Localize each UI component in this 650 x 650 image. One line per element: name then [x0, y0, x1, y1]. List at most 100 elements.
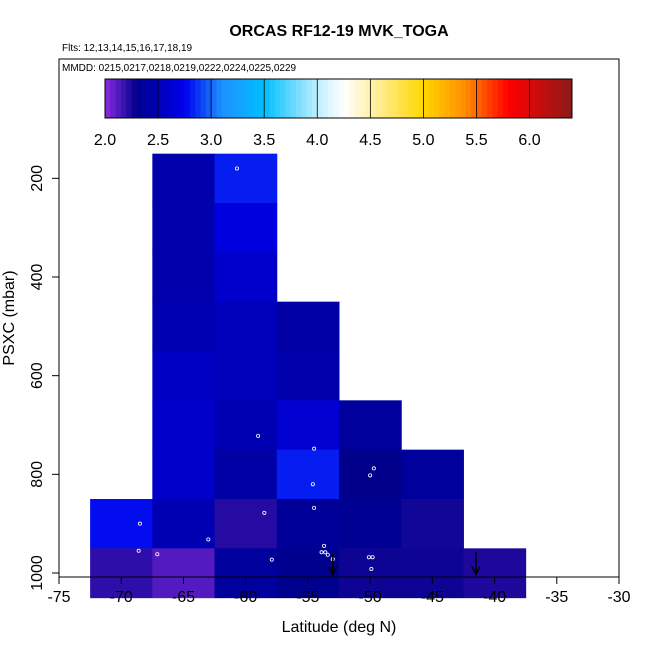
- colorbar-segment: [274, 79, 281, 118]
- x-tick-label: -75: [47, 589, 70, 606]
- x-tick-label: -70: [110, 589, 133, 606]
- heatmap-cell: [214, 153, 278, 204]
- colorbar-segment: [184, 79, 191, 118]
- y-tick-label: 400: [29, 264, 46, 291]
- colorbar-segment: [242, 79, 249, 118]
- colorbar-segment: [566, 79, 573, 118]
- colorbar-segment: [396, 79, 403, 118]
- colorbar-segment: [301, 79, 308, 118]
- observation-point: [325, 552, 330, 557]
- colorbar-segment: [327, 79, 334, 118]
- heatmap-cell: [276, 351, 340, 401]
- colorbar-tick-label: 3.0: [200, 132, 222, 149]
- colorbar-segment: [221, 79, 228, 118]
- colorbar-tick-label: 4.5: [359, 132, 381, 149]
- colorbar-segment: [343, 79, 350, 118]
- chart-title: ORCAS RF12-19 MVK_TOGA: [229, 23, 449, 40]
- colorbar-segment: [465, 79, 472, 118]
- colorbar-segment: [476, 79, 483, 118]
- colorbar-segment: [195, 79, 201, 118]
- colorbar-segment: [296, 79, 302, 118]
- x-tick-label: -55: [296, 589, 319, 606]
- colorbar-tick-label: 6.0: [518, 132, 540, 149]
- observation-point: [234, 166, 239, 171]
- x-tick-label: -35: [545, 589, 568, 606]
- colorbar-segment: [311, 79, 318, 118]
- colorbar-segment: [333, 79, 339, 118]
- heatmap-cell: [276, 548, 340, 599]
- colorbar-segment: [455, 79, 461, 118]
- x-axis: -75 -70 -65 -60 -55 -50 -45 -40 -35 -30: [47, 577, 631, 606]
- heatmap-cell: [214, 351, 278, 401]
- colorbar-segment: [354, 79, 361, 118]
- colorbar-segment: [418, 79, 424, 118]
- colorbar-segment: [179, 79, 186, 118]
- arrow-head: [471, 566, 481, 577]
- colorbar-segment: [147, 79, 154, 118]
- colorbar-segment: [338, 79, 345, 118]
- colorbar-segment: [258, 79, 265, 118]
- heatmap-cell: [214, 499, 278, 549]
- colorbar-segment: [269, 79, 276, 118]
- y-axis-label: PSXC (mbar): [1, 270, 18, 365]
- colorbar-segment: [359, 79, 366, 118]
- colorbar-segment: [280, 79, 286, 118]
- heatmap-cell: [214, 400, 278, 451]
- flights-subtitle: Flts: 12,13,14,15,16,17,18,19: [62, 43, 193, 54]
- colorbar-segment: [306, 79, 313, 118]
- observation-point: [312, 505, 317, 510]
- colorbar-tick-label: 2.5: [147, 132, 169, 149]
- observation-point: [369, 567, 374, 572]
- colorbar-segment: [540, 79, 546, 118]
- colorbar-segment: [386, 79, 392, 118]
- heatmap-cell: [152, 351, 216, 401]
- colorbar-segment: [518, 79, 525, 118]
- heatmap-cell: [152, 301, 216, 352]
- heatmap-cell: [339, 400, 402, 451]
- heatmap-cell: [276, 301, 340, 352]
- heatmap-cell: [339, 499, 402, 549]
- down-arrow: [471, 551, 481, 577]
- colorbar-segment: [237, 79, 244, 118]
- colorbar-segment: [370, 79, 377, 118]
- colorbar-segment: [285, 79, 292, 118]
- heatmap-cell: [214, 203, 278, 253]
- colorbar-segment: [120, 79, 127, 118]
- colorbar-tick-label: 4.0: [306, 132, 328, 149]
- colorbar-segment: [290, 79, 297, 118]
- colorbar-segment: [163, 79, 170, 118]
- observation-point: [537, 538, 542, 543]
- observation-point: [323, 550, 328, 555]
- colorbar-segment: [545, 79, 552, 118]
- colorbar-segment: [402, 79, 408, 118]
- x-tick-label: -40: [483, 589, 506, 606]
- colorbar-tick-label: 5.5: [465, 132, 487, 149]
- colorbar-tick-label: 2.0: [94, 132, 116, 149]
- colorbar-segment: [444, 79, 451, 118]
- colorbar-tick-label: 5.0: [412, 132, 434, 149]
- colorbar-segment: [407, 79, 414, 118]
- heatmap-cell: [152, 449, 216, 500]
- colorbar-segment: [550, 79, 557, 118]
- heatmap-cell: [152, 203, 216, 253]
- x-axis-label: Latitude (deg N): [282, 619, 397, 636]
- colorbar-segment: [105, 79, 111, 118]
- colorbar-segment: [216, 79, 223, 118]
- dates-subtitle: MMDD: 0215,0217,0218,0219,0222,0224,0225…: [62, 63, 297, 74]
- x-tick-label: -65: [172, 589, 195, 606]
- observation-point: [302, 166, 307, 171]
- heatmap-cell: [152, 153, 216, 204]
- colorbar-segment: [434, 79, 440, 118]
- colorbar-segment: [492, 79, 499, 118]
- colorbar-segment: [412, 79, 419, 118]
- colorbar-segment: [232, 79, 239, 118]
- colorbar-segment: [136, 79, 143, 118]
- colorbar-segment: [227, 79, 233, 118]
- colorbar-segment: [481, 79, 488, 118]
- colorbar-segment: [524, 79, 530, 118]
- colorbar-segment: [449, 79, 456, 118]
- colorbar-segment: [561, 79, 568, 118]
- heatmap-cell: [152, 252, 216, 303]
- colorbar-segment: [200, 79, 207, 118]
- colorbar-segment: [158, 79, 164, 118]
